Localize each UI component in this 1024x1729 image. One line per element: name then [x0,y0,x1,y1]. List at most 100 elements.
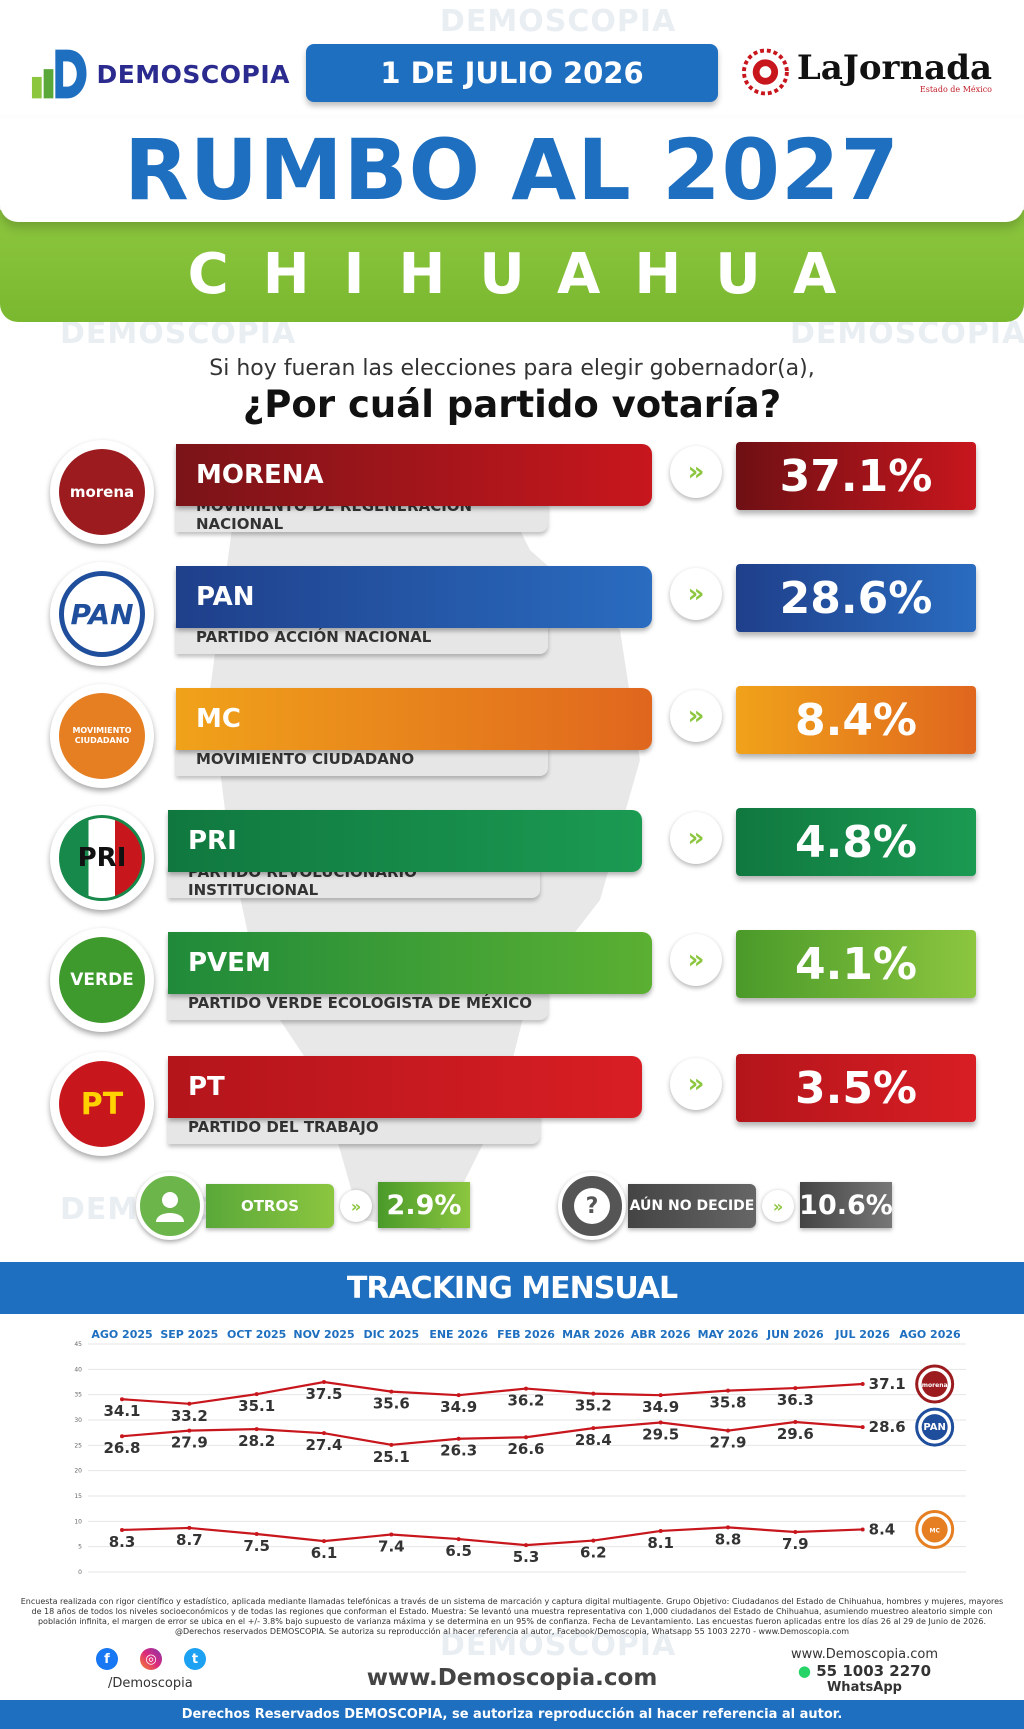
instagram-icon[interactable]: ◎ [140,1648,162,1670]
party-abbr-bar: PT [168,1056,642,1118]
data-point [120,1434,124,1439]
footer-rights: Derechos Reservados DEMOSCOPIA, se autor… [0,1700,1024,1729]
data-label: 8.8 [715,1530,742,1548]
data-point [389,1389,394,1394]
twitter-icon[interactable]: t [184,1648,206,1670]
x-tick-label: JUL 2026 [834,1328,890,1341]
tracking-title: TRACKING MENSUAL [0,1262,1024,1314]
partner-logo: LaJornada Estado de México [742,44,992,100]
y-tick-label: 10 [74,1518,82,1525]
chevron-right-icon: » [340,1190,372,1222]
data-point [187,1525,192,1530]
data-label: 29.6 [777,1425,814,1443]
data-point [456,1393,461,1398]
data-label: 34.9 [642,1398,679,1416]
data-point [254,1427,259,1432]
question-line-1: Si hoy fueran las elecciones para elegir… [209,356,815,381]
demoscopia-logo: DEMOSCOPIA [30,46,290,102]
partner-name: LaJornada [796,47,992,88]
data-point [254,1532,259,1536]
logo-label: PRI [59,815,145,901]
title-band: RUMBO AL 2027 [0,118,1024,222]
party-percentage: 4.1% [736,930,976,998]
data-label: 33.2 [171,1407,208,1425]
data-point [524,1386,528,1391]
person-icon [136,1172,204,1240]
state-name: CHIHUAHUA [187,241,871,307]
party-abbr-bar: PRI [168,810,642,872]
series-line-mc [121,1526,863,1547]
logo-label: VERDE [59,937,145,1023]
party-row-morena: morena MOVIMIENTO DE REGENERACIÓN NACION… [0,440,1024,550]
series-badge-fill [921,1516,948,1543]
data-point [591,1391,596,1396]
whatsapp-phone[interactable]: ● 55 1003 2270 [791,1662,938,1680]
series-badge-label: morena [922,1382,948,1389]
sun-icon [742,48,789,96]
data-label: 6.2 [580,1544,607,1562]
data-point [120,1397,124,1402]
no-decide-percentage: 10.6% [799,1182,893,1228]
data-label: 28.2 [238,1432,275,1450]
series-badge-fill [921,1371,948,1398]
website-link[interactable]: www.Demoscopia.com [366,1665,658,1691]
page-title: RUMBO AL 2027 [124,121,900,219]
x-tick-label: MAR 2026 [562,1328,625,1341]
chevron-right-icon: » [670,446,722,498]
data-label: 8.7 [176,1531,203,1549]
data-label: 26.6 [507,1440,544,1458]
data-point [120,1527,124,1532]
chevron-right-icon: » [670,690,722,742]
data-point [389,1532,394,1537]
data-label: 5.3 [513,1548,540,1566]
x-tick-label: JUN 2026 [766,1328,824,1341]
x-tick-label: SEP 2025 [160,1328,218,1341]
data-label: 8.1 [647,1534,674,1552]
data-point [860,1382,865,1387]
whatsapp-label: WhatsApp [826,1680,902,1695]
series-badge-fill [921,1414,948,1441]
y-tick-label: 30 [74,1417,82,1424]
no-decide-row: ? AÚN NO DECIDE » 10.6% [558,1172,898,1242]
no-decide-label: AÚN NO DECIDE [628,1184,756,1228]
data-label: 37.5 [305,1385,342,1403]
data-label: 28.4 [575,1431,612,1449]
partner-subtitle: Estado de México [919,84,992,94]
contact-site[interactable]: www.Demoscopia.com [790,1647,938,1662]
data-point [793,1386,798,1391]
data-point [793,1420,798,1425]
data-point [658,1420,663,1425]
question-line-2: ¿Por cuál partido votaría? [242,383,782,426]
data-label: 28.6 [869,1418,906,1436]
data-label: 34.1 [103,1402,140,1420]
facebook-icon[interactable]: f [96,1648,118,1670]
party-abbr-bar: MC [176,688,652,750]
series-badge-label: MC [929,1527,940,1534]
data-label: 6.5 [445,1542,472,1560]
otros-percentage: 2.9% [378,1182,470,1228]
y-tick-label: 35 [74,1392,82,1399]
chevron-right-icon: » [670,1058,722,1110]
social-handle: /Demoscopia [108,1676,193,1691]
party-percentage: 4.8% [736,808,976,876]
question-mark-glyph: ? [574,1188,610,1224]
data-label: 36.2 [507,1392,544,1410]
data-label: 7.4 [378,1538,405,1556]
methodology-note: Encuesta realizada con rigor científico … [20,1597,1004,1636]
question-mark-icon: ? [558,1172,626,1240]
series-line-pan [121,1420,863,1446]
data-point [860,1527,865,1532]
data-point [322,1380,326,1384]
pri-logo-icon: PRI [50,806,154,910]
y-tick-label: 5 [78,1544,82,1551]
party-row-pt: PT PARTIDO DEL TRABAJO PT » 3.5% [0,1052,1024,1162]
logo-label: PAN [59,571,145,657]
survey-question: Si hoy fueran las elecciones para elegir… [0,356,1024,426]
x-tick-label: AGO 2025 [91,1328,152,1341]
social-icons: f ◎ t [96,1648,206,1670]
y-tick-label: 25 [74,1442,82,1449]
data-label: 8.4 [869,1520,896,1538]
pt-logo-icon: PT [50,1052,154,1156]
data-label: 37.1 [869,1375,906,1393]
data-point [726,1428,730,1433]
